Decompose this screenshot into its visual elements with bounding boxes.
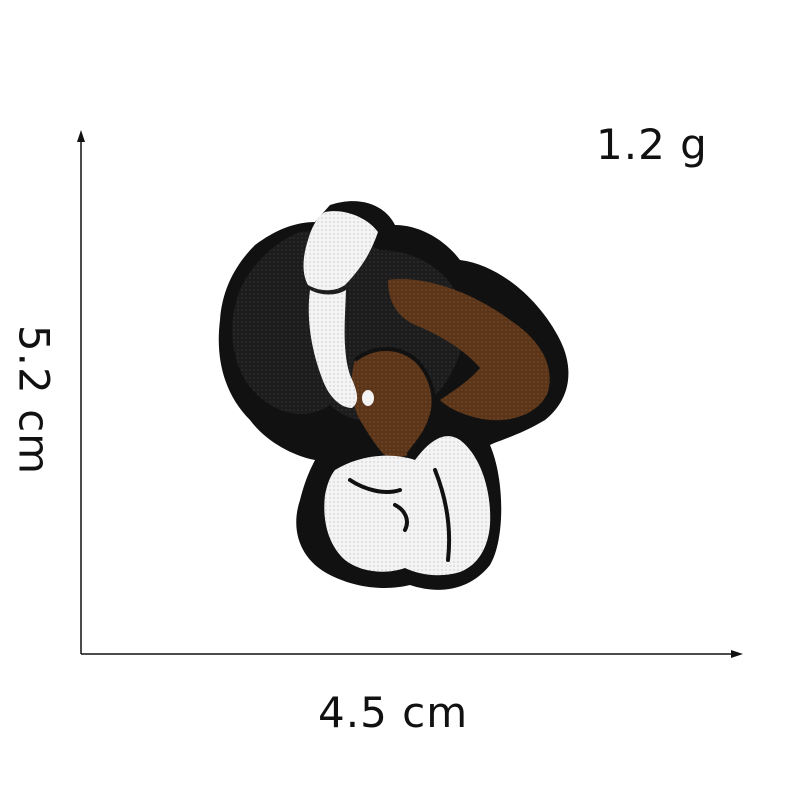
patch-glove (303, 211, 378, 291)
height-axis-arrowhead (77, 130, 85, 142)
patch-forearm (308, 290, 358, 408)
width-dimension-label: 4.5 cm (318, 688, 469, 737)
patch-ear-accent (362, 390, 374, 406)
patch-face-outline (353, 347, 436, 457)
weight-label: 1.2 g (596, 120, 708, 169)
patch-arm (388, 279, 550, 421)
height-dimension-label: 5.2 cm (9, 324, 59, 476)
patch-face (351, 348, 434, 458)
patch-shirt-folds (348, 468, 452, 562)
width-axis-arrowhead (731, 650, 743, 658)
